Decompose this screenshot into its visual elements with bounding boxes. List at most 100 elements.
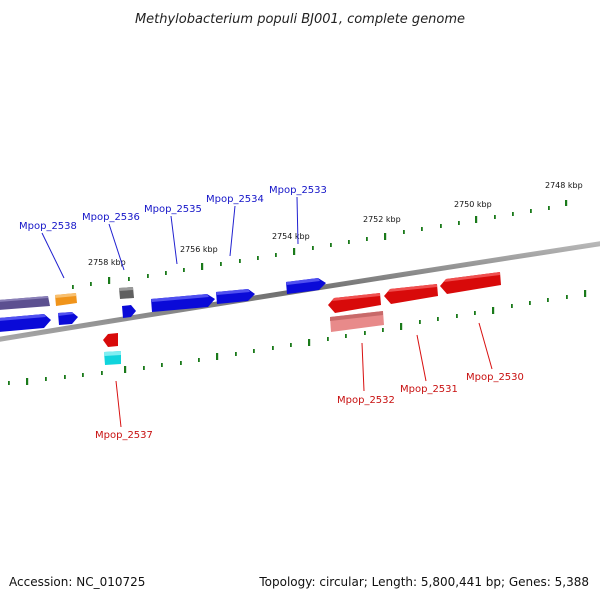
tick-minor xyxy=(366,237,368,241)
tick-minor xyxy=(220,262,222,266)
scale-label-2748: 2748 kbp xyxy=(545,181,583,190)
tick-minor xyxy=(421,227,423,231)
tick-minor xyxy=(312,246,314,250)
gene-blue-left[interactable] xyxy=(0,314,51,332)
tick-minor xyxy=(45,377,47,381)
gene-mpop-2537-red[interactable] xyxy=(103,333,118,347)
gene-blue-small[interactable] xyxy=(58,312,78,325)
label-mpop-2532[interactable]: Mpop_2532 xyxy=(337,395,395,406)
label-leaders xyxy=(41,196,493,428)
gene-mpop-2536[interactable] xyxy=(119,287,134,299)
leader-mpop-2533 xyxy=(296,196,299,245)
gene-mpop-2538-rna[interactable] xyxy=(55,293,77,306)
scale-label-2754: 2754 kbp xyxy=(272,232,310,241)
tick-minor xyxy=(239,259,241,263)
scale-label-2750: 2750 kbp xyxy=(454,200,492,209)
tick-minor xyxy=(272,346,274,350)
tick-minor xyxy=(253,349,255,353)
tick-minor xyxy=(494,215,496,219)
tick-minor xyxy=(161,363,163,367)
reverse-outer-genes xyxy=(104,311,384,365)
leader-mpop-2535 xyxy=(170,215,178,265)
tick-minor xyxy=(8,381,10,385)
tick-minor xyxy=(290,343,292,347)
forward-inner-genes xyxy=(0,305,136,332)
tick-minor xyxy=(529,301,531,305)
tick-minor xyxy=(101,371,103,375)
gene-mpop-2530[interactable] xyxy=(440,272,501,294)
reverse-tick-row xyxy=(8,290,587,385)
map-title: Methylobacterium populi BJ001, complete … xyxy=(135,12,465,27)
tick-minor xyxy=(530,209,532,213)
tick-minor xyxy=(440,224,442,228)
tick-major xyxy=(26,378,29,385)
tick-minor xyxy=(183,268,185,272)
gene-blue-tiny[interactable] xyxy=(122,305,136,318)
gene-mpop-2531[interactable] xyxy=(384,284,438,304)
leader-mpop-2538 xyxy=(41,232,65,279)
tick-minor xyxy=(382,328,384,332)
scale-label-2752: 2752 kbp xyxy=(363,215,401,224)
tick-minor xyxy=(327,337,329,341)
gene-mpop-2535[interactable] xyxy=(151,294,215,312)
tick-minor xyxy=(72,285,74,289)
tick-minor xyxy=(437,317,439,321)
tick-major xyxy=(565,200,568,206)
label-mpop-2535[interactable]: Mpop_2535 xyxy=(144,204,202,215)
leader-mpop-2530 xyxy=(478,322,493,370)
label-mpop-2531[interactable]: Mpop_2531 xyxy=(400,384,458,395)
gene-mpop-2533[interactable] xyxy=(286,278,326,294)
tick-minor xyxy=(456,314,458,318)
leader-mpop-2531 xyxy=(416,334,427,382)
tick-minor xyxy=(180,361,182,365)
tick-major xyxy=(108,277,111,284)
tick-minor xyxy=(511,304,513,308)
genome-stats-text: Topology: circular; Length: 5,800,441 bp… xyxy=(258,575,589,589)
leader-mpop-2534 xyxy=(229,205,236,257)
tick-minor xyxy=(548,206,550,210)
tick-minor xyxy=(403,230,405,234)
tick-major xyxy=(400,323,403,330)
label-mpop-2534[interactable]: Mpop_2534 xyxy=(206,194,264,205)
scale-label-2758: 2758 kbp xyxy=(88,258,126,267)
label-mpop-2537[interactable]: Mpop_2537 xyxy=(95,430,153,441)
reverse-inner-genes xyxy=(103,272,501,347)
tick-minor xyxy=(143,366,145,370)
leader-mpop-2537 xyxy=(115,380,122,428)
tick-minor xyxy=(512,212,514,216)
tick-major xyxy=(475,216,478,223)
tick-minor xyxy=(165,271,167,275)
tick-major xyxy=(492,307,495,314)
tick-minor xyxy=(128,277,130,281)
tick-minor xyxy=(235,352,237,356)
label-mpop-2533[interactable]: Mpop_2533 xyxy=(269,185,327,196)
tick-minor xyxy=(82,373,84,377)
gene-mpop-2537-cyan[interactable] xyxy=(104,351,121,365)
tick-minor xyxy=(198,358,200,362)
gene-mpop-2532-light[interactable] xyxy=(330,311,384,332)
tick-minor xyxy=(348,240,350,244)
tick-minor xyxy=(419,320,421,324)
tick-major xyxy=(216,353,219,360)
tick-minor xyxy=(147,274,149,278)
tick-minor xyxy=(364,331,366,335)
gene-mpop-2534[interactable] xyxy=(216,289,255,304)
label-mpop-2530[interactable]: Mpop_2530 xyxy=(466,372,524,383)
label-mpop-2536[interactable]: Mpop_2536 xyxy=(82,212,140,223)
tick-major xyxy=(384,233,387,240)
forward-outer-genes xyxy=(0,278,326,312)
tick-major xyxy=(293,248,296,255)
tick-major xyxy=(584,290,587,297)
gene-mpop-2532-red[interactable] xyxy=(328,293,381,313)
tick-minor xyxy=(474,311,476,315)
tick-minor xyxy=(64,375,66,379)
accession-text: Accession: NC_010725 xyxy=(9,575,145,589)
tick-major xyxy=(308,339,311,346)
tick-minor xyxy=(345,334,347,338)
tick-minor xyxy=(275,253,277,257)
gene-pseudo-left[interactable] xyxy=(0,296,50,310)
tick-major xyxy=(124,366,127,373)
tick-minor xyxy=(330,243,332,247)
label-mpop-2538[interactable]: Mpop_2538 xyxy=(19,221,77,232)
